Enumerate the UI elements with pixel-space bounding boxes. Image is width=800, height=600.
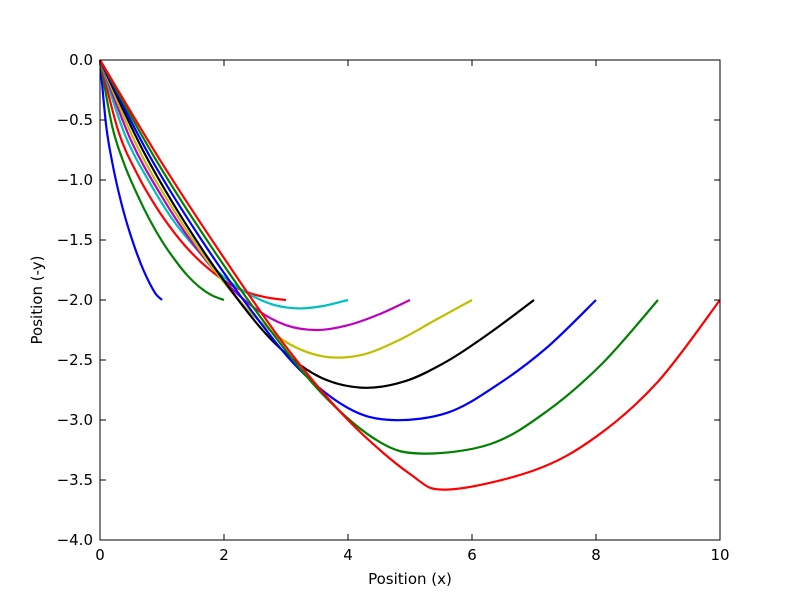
series-line-10 [99, 59, 721, 491]
series-line-1 [98, 59, 163, 301]
series-line-2 [98, 59, 225, 302]
series-line-8 [99, 59, 597, 422]
y-tick-label: −2.0 [57, 291, 93, 309]
x-tick-label: 4 [343, 546, 353, 564]
y-tick-label: −3.5 [57, 471, 93, 489]
y-axis-ticks: 0.0 −0.5 −1.0 −1.5 −2.0 −2.5 −3.0 −3.5 −4.0 [57, 51, 720, 549]
series-line-9 [99, 59, 659, 455]
y-tick-label: −3.0 [57, 411, 93, 429]
series-curves [98, 59, 721, 491]
y-tick-label: −2.5 [57, 351, 93, 369]
plot-area: 0 2 4 6 8 10 0.0 −0.5 −1.0 −1.5 −2.0 −2.5 −3.0 −3.5 −… [57, 51, 730, 564]
y-tick-label: −4.0 [57, 531, 93, 549]
y-tick-label: −0.5 [57, 111, 93, 129]
x-tick-label: 2 [219, 546, 229, 564]
x-axis-ticks: 0 2 4 6 8 10 [95, 60, 730, 564]
x-tick-label: 0 [95, 546, 105, 564]
x-tick-label: 6 [467, 546, 477, 564]
x-tick-label: 8 [591, 546, 601, 564]
x-tick-label: 10 [710, 546, 729, 564]
y-axis-title: Position (-y) [28, 256, 46, 345]
series-line-4 [98, 59, 349, 310]
x-axis-title: Position (x) [368, 570, 452, 588]
y-tick-label: 0.0 [69, 51, 93, 69]
series-line-3 [98, 59, 287, 302]
y-tick-label: −1.0 [57, 171, 93, 189]
y-tick-label: −1.5 [57, 231, 93, 249]
